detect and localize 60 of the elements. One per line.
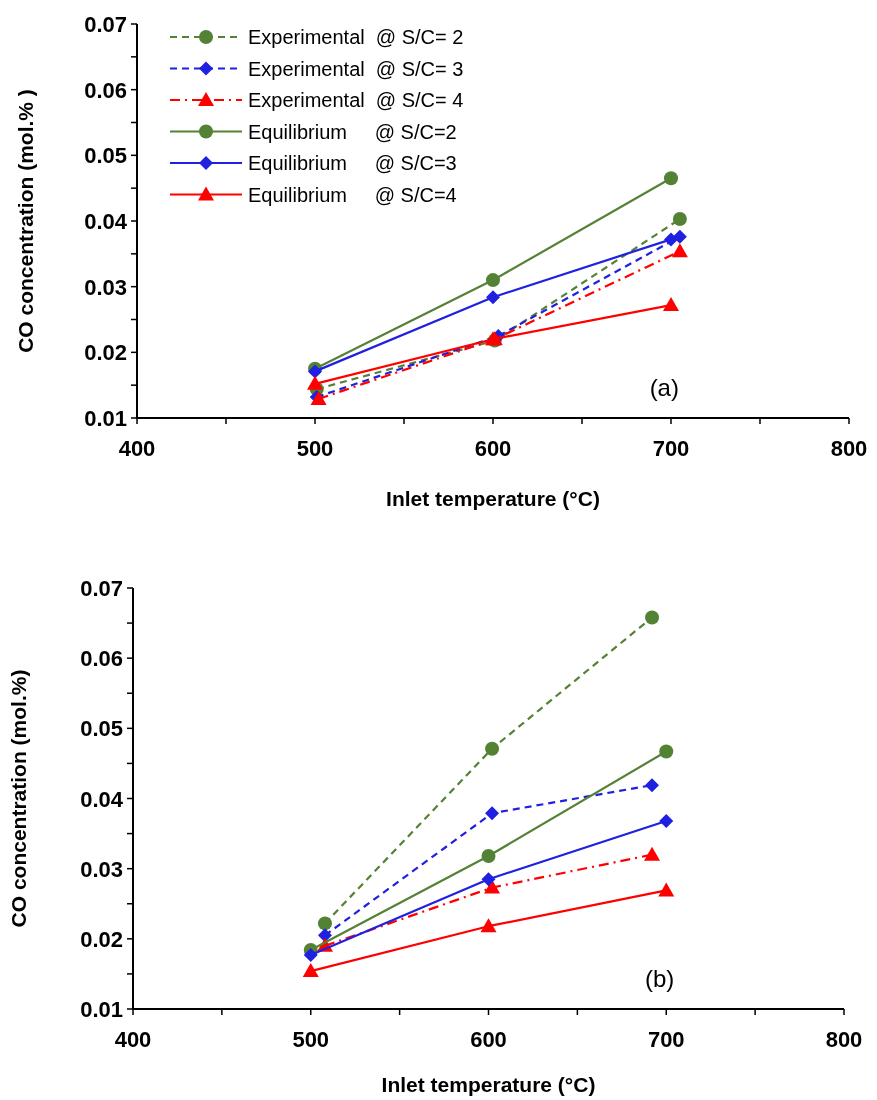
x-tick-label: 500	[292, 1027, 330, 1052]
point	[671, 243, 688, 258]
legend-label: Equilibrium @ S/C=2	[248, 120, 457, 143]
y-tick-label: 0.07	[80, 576, 123, 601]
y-tick-label: 0.01	[84, 406, 127, 431]
y-tick-label: 0.06	[84, 77, 127, 103]
point	[480, 918, 497, 933]
point	[486, 290, 500, 305]
y-tick-label: 0.04	[80, 786, 124, 812]
x-tick-label: 400	[114, 1027, 152, 1052]
point	[317, 916, 332, 931]
x-tick-label: 600	[474, 436, 512, 461]
annotation: (a)	[649, 374, 679, 401]
y-tick-label: 0.03	[84, 274, 127, 300]
y-tick-label: 0.03	[80, 856, 123, 882]
y-axis-title: CO concentration (mol.% )	[14, 89, 37, 353]
x-tick-label: 800	[825, 1027, 863, 1052]
point	[484, 879, 501, 894]
point	[664, 232, 678, 247]
legend-label: Equilibrium @ S/C=4	[248, 183, 457, 206]
x-axis-title: Inlet temperature (°C)	[381, 1073, 596, 1096]
point	[644, 846, 661, 861]
point	[659, 744, 674, 759]
x-tick-label: 600	[470, 1027, 507, 1052]
point	[486, 273, 500, 288]
y-tick-label: 0.02	[84, 340, 127, 366]
y-tick-label: 0.06	[80, 646, 123, 672]
legend-label: Experimental @ S/C= 3	[248, 57, 464, 80]
y-tick-label: 0.04	[84, 209, 128, 234]
legend-label: Experimental @ S/C= 4	[248, 89, 464, 111]
y-tick-label: 0.01	[80, 997, 123, 1022]
x-tick-label: 500	[296, 436, 334, 461]
annotation: (b)	[644, 965, 675, 992]
point	[302, 963, 319, 978]
legend-label: Experimental @ S/C= 2	[248, 26, 464, 48]
y-tick-label: 0.07	[84, 12, 127, 37]
x-tick-label: 400	[118, 436, 156, 461]
point	[645, 610, 660, 625]
point	[481, 849, 496, 864]
y-tick-label: 0.05	[80, 716, 123, 742]
point	[663, 297, 679, 312]
point	[485, 806, 500, 821]
point	[645, 778, 660, 793]
y-tick-label: 0.05	[84, 143, 127, 169]
legend-label: Equilibrium @ S/C=3	[248, 152, 457, 174]
y-tick-label: 0.02	[80, 926, 123, 952]
x-tick-label: 800	[830, 436, 868, 461]
point	[658, 882, 675, 897]
point	[307, 375, 323, 390]
point	[664, 171, 678, 186]
point	[659, 813, 674, 828]
point	[672, 212, 687, 227]
point	[303, 947, 318, 962]
y-axis-title: CO concentration (mol.%)	[7, 669, 30, 928]
x-axis-title: Inlet temperature (°C)	[386, 487, 600, 510]
point	[485, 741, 500, 756]
x-tick-label: 700	[647, 1027, 685, 1052]
x-tick-label: 700	[652, 436, 690, 461]
point	[481, 872, 496, 887]
point	[317, 928, 332, 943]
